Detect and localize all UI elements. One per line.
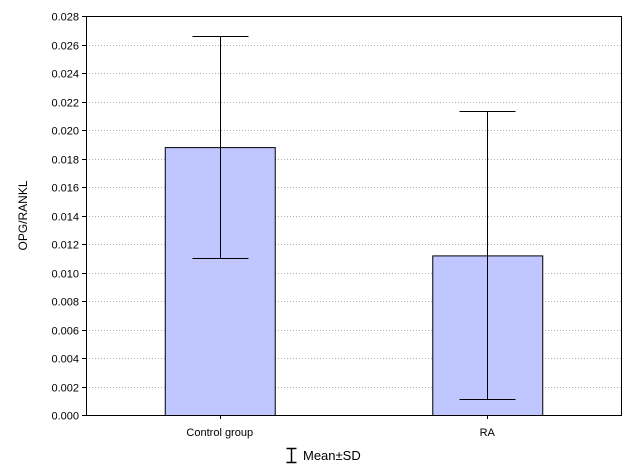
legend-label: Mean±SD [303,448,361,463]
y-tick-label: 0.002 [51,383,79,395]
x-tick-label: Control group [186,427,253,439]
grid-lines [86,45,621,388]
y-tick-label: 0.016 [51,183,79,195]
plot-frame [86,16,622,416]
y-axis-label: OPG/RANKL [16,180,30,250]
y-tick-label: 0.012 [51,240,79,252]
error-bar-legend-icon [286,447,297,464]
y-axis-ticks: 0.000 0.002 0.004 0.006 0.008 0.010 0.012 0.014… [51,12,86,423]
y-tick-label: 0.006 [51,326,79,338]
legend: Mean±SD [286,447,361,464]
y-tick-label: 0.028 [51,12,79,24]
y-tick-label: 0.000 [51,411,79,423]
y-tick-label: 0.020 [51,126,79,138]
y-tick-label: 0.014 [51,212,79,224]
y-tick-label: 0.024 [51,69,79,81]
x-tick-label: RA [480,427,496,439]
y-tick-label: 0.026 [51,41,79,53]
y-tick-label: 0.022 [51,98,79,110]
y-tick-label: 0.018 [51,155,79,167]
y-tick-label: 0.004 [51,354,79,366]
error-bars [192,36,516,400]
y-tick-label: 0.010 [51,269,79,281]
y-tick-label: 0.008 [51,297,79,309]
x-axis-ticks: Control group RA [186,415,496,439]
